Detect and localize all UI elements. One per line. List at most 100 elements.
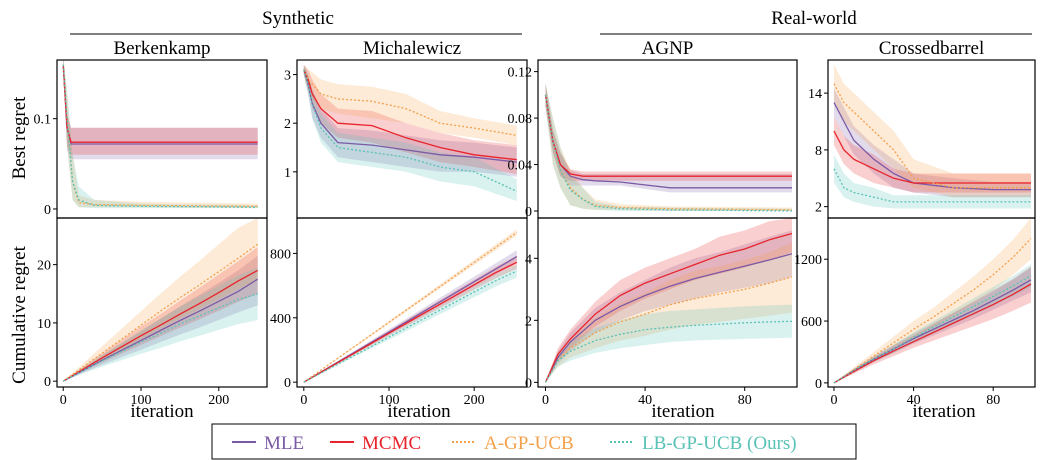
line-mcmc bbox=[62, 64, 258, 143]
line-mcmc bbox=[303, 69, 517, 161]
band-mcmc bbox=[63, 247, 258, 382]
x-tick-label: 0 bbox=[300, 393, 307, 408]
panel-title-3: AGNP bbox=[642, 38, 694, 59]
y-tick-label: 800 bbox=[270, 247, 291, 262]
legend-label: MCMC bbox=[362, 433, 421, 454]
band-a-gp-ucb bbox=[545, 83, 792, 211]
y-tick-label: 4 bbox=[525, 252, 532, 267]
plot-area bbox=[303, 229, 518, 383]
x-tick-label: 80 bbox=[738, 393, 752, 408]
band-mcmc bbox=[303, 64, 517, 175]
line-lb-gp-ucb-ours- bbox=[833, 168, 1031, 203]
line-mle bbox=[833, 102, 1031, 191]
y-tick-label: 0.04 bbox=[508, 159, 533, 174]
legend-item-lb-gp-ucb-ours-: LB-GP-UCB (Ours) bbox=[610, 433, 797, 454]
band-a-gp-ucb bbox=[63, 218, 258, 382]
x-tick-label: 40 bbox=[638, 393, 652, 408]
line-lb-gp-ucb-ours- bbox=[303, 69, 518, 192]
band-lb-gp-ucb-ours- bbox=[834, 154, 1031, 209]
band-mcmc bbox=[545, 83, 792, 181]
x-tick-label: 200 bbox=[464, 393, 485, 408]
y-tick-label: 3 bbox=[284, 69, 291, 84]
y-tick-label: 0 bbox=[525, 376, 532, 391]
y-tick-label: 20 bbox=[37, 259, 51, 274]
legend-label: A-GP-UCB bbox=[484, 433, 574, 454]
y-tick-label: 0 bbox=[44, 375, 51, 390]
plot-area bbox=[62, 60, 258, 209]
line-a-gp-ucb bbox=[833, 83, 1031, 189]
plot-area bbox=[833, 218, 1032, 384]
band-lb-gp-ucb-ours- bbox=[545, 83, 792, 211]
legend-label: MLE bbox=[264, 433, 304, 454]
band-a-gp-ucb bbox=[303, 229, 517, 383]
line-mcmc bbox=[62, 269, 259, 382]
y-tick-label: 0 bbox=[284, 376, 291, 391]
y-tick-label: 400 bbox=[270, 312, 291, 327]
y-tick-label: 0 bbox=[815, 377, 822, 392]
line-a-gp-ucb bbox=[544, 276, 793, 383]
plot-area bbox=[544, 83, 793, 212]
line-mcmc bbox=[544, 94, 792, 177]
y-tick-label: 0 bbox=[525, 205, 532, 220]
axes-frame bbox=[537, 217, 798, 388]
y-tick-label: 0.1 bbox=[34, 113, 52, 128]
y-tick-label: 8 bbox=[815, 144, 822, 159]
y-tick-label: 0.08 bbox=[508, 112, 533, 127]
x-tick-label: 0 bbox=[830, 393, 837, 408]
band-mle bbox=[545, 230, 792, 383]
x-tick-label: 200 bbox=[208, 393, 229, 408]
legend-item-mcmc: MCMC bbox=[330, 433, 421, 454]
axes-frame bbox=[296, 217, 528, 388]
y-tick-label: 600 bbox=[801, 315, 822, 330]
x-tick-label: 80 bbox=[986, 393, 1000, 408]
axes-frame bbox=[827, 217, 1036, 388]
xlabel-1: iteration bbox=[130, 401, 194, 422]
legend-item-a-gp-ucb: A-GP-UCB bbox=[452, 433, 574, 454]
band-mle bbox=[545, 83, 792, 193]
plot-area bbox=[62, 218, 259, 382]
band-lb-gp-ucb-ours- bbox=[834, 264, 1031, 383]
x-tick-label: 100 bbox=[379, 393, 400, 408]
y-tick-label: 2 bbox=[284, 117, 291, 132]
x-tick-label: 0 bbox=[60, 393, 67, 408]
line-mle bbox=[833, 279, 1032, 384]
line-mcmc bbox=[544, 232, 793, 383]
band-a-gp-ucb bbox=[303, 64, 517, 146]
band-mle bbox=[303, 250, 517, 383]
panel-8: 0 600 1200 0 40 80 bbox=[794, 217, 1036, 408]
xlabel-2: iteration bbox=[387, 401, 451, 422]
line-mcmc bbox=[303, 261, 518, 383]
x-tick-label: 0 bbox=[542, 393, 549, 408]
line-mcmc bbox=[833, 283, 1032, 384]
band-mle bbox=[834, 88, 1031, 198]
row-label-cumulative-regret: Cumulative regret bbox=[9, 245, 30, 383]
legend-label: LB-GP-UCB (Ours) bbox=[642, 433, 797, 454]
panel-title-2: Michalewicz bbox=[363, 38, 461, 59]
band-lb-gp-ucb-ours- bbox=[63, 60, 258, 209]
panel-title-4: Crossedbarrel bbox=[879, 38, 985, 59]
panel-3: AGNP 0 0.04 0.08 0.12 bbox=[508, 38, 798, 220]
line-a-gp-ucb bbox=[62, 64, 258, 207]
xlabel-3: iteration bbox=[651, 401, 715, 422]
line-lb-gp-ucb-ours- bbox=[62, 64, 258, 208]
y-tick-label: 0.12 bbox=[508, 66, 533, 81]
row-label-best-regret: Best regret bbox=[9, 96, 30, 180]
band-mle bbox=[63, 255, 258, 382]
band-mle bbox=[303, 64, 517, 177]
panel-2: Michalewicz 1 2 3 bbox=[284, 38, 528, 219]
x-tick-label: 100 bbox=[131, 393, 152, 408]
legend: MLE MCMC A-GP-UCB LB-GP-UCB (Ours) bbox=[232, 433, 797, 454]
panel-1: Berkenkamp 0 0.1 bbox=[34, 38, 268, 219]
y-tick-label: 10 bbox=[37, 317, 51, 332]
legend-item-mle: MLE bbox=[232, 433, 304, 454]
xlabel-4: iteration bbox=[912, 401, 976, 422]
group-label-realworld: Real-world bbox=[771, 8, 857, 29]
line-a-gp-ucb bbox=[303, 231, 518, 383]
band-mcmc bbox=[63, 60, 258, 155]
y-tick-label: 14 bbox=[808, 87, 822, 102]
x-tick-label: 40 bbox=[907, 393, 921, 408]
plot-area bbox=[303, 64, 518, 202]
